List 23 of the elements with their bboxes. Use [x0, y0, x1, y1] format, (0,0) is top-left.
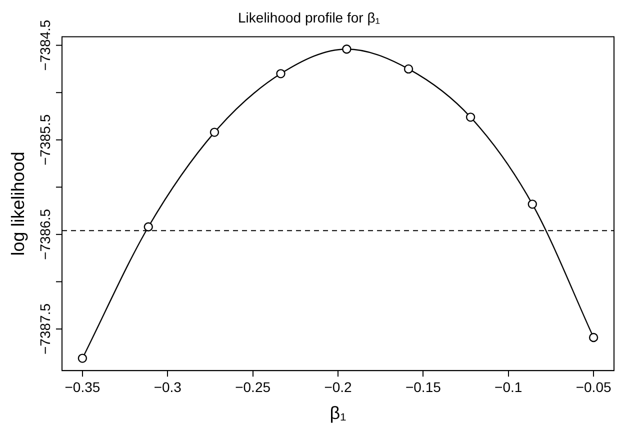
point	[210, 128, 220, 137]
x-tick-label: −0.3	[154, 378, 182, 395]
x-axis-title: β₁	[330, 403, 346, 424]
x-tick-label: −0.2	[324, 378, 352, 395]
point	[528, 200, 537, 209]
point	[276, 69, 286, 78]
y-tick-label: −7386.5	[36, 208, 53, 260]
x-tick-label: −0.1	[494, 378, 522, 395]
point	[342, 44, 352, 54]
x-tick-label: −0.05	[576, 378, 612, 395]
y-axis-title: log likelihood	[8, 152, 28, 256]
y-tick-label: −7387.5	[36, 303, 53, 354]
y-tick-label: −7384.5	[36, 20, 53, 71]
point	[404, 64, 414, 74]
point	[588, 332, 598, 342]
point	[144, 222, 153, 232]
point	[78, 354, 88, 363]
chart-title: Likelihood profile for β₁	[238, 9, 380, 26]
y-tick-label: −7385.5	[36, 114, 53, 166]
point	[466, 112, 476, 122]
x-tick-label: −0.15	[405, 378, 442, 395]
x-tick-label: −0.35	[64, 378, 100, 395]
x-tick-label: −0.25	[235, 378, 271, 395]
